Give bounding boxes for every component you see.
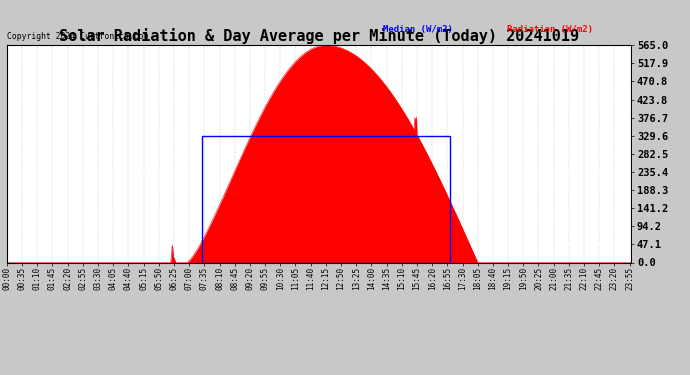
Title: Solar Radiation & Day Average per Minute (Today) 20241019: Solar Radiation & Day Average per Minute… <box>59 28 579 44</box>
Text: Radiation (W/m2): Radiation (W/m2) <box>507 25 593 34</box>
Text: Median (W/m2): Median (W/m2) <box>383 25 453 34</box>
Text: Copyright 2024 Curtronics.com: Copyright 2024 Curtronics.com <box>7 32 148 41</box>
Bar <box>202 136 449 262</box>
